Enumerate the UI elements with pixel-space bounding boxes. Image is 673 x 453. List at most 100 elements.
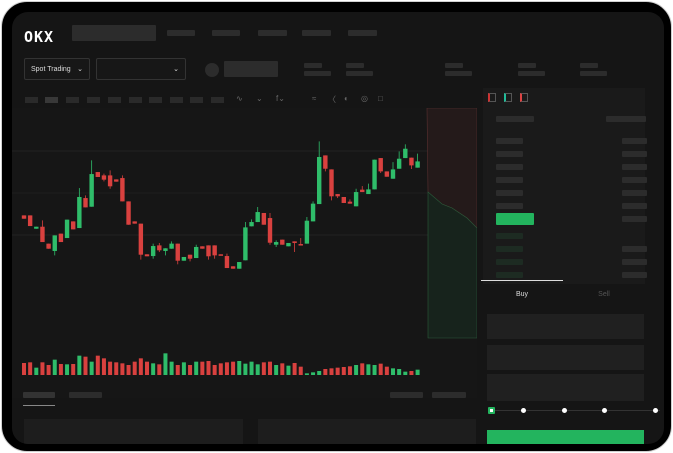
price-input[interactable]: [487, 314, 644, 339]
candle-body: [187, 254, 193, 259]
slider-step[interactable]: [562, 408, 567, 413]
volume-bar: [298, 366, 303, 375]
leverage-slider-track[interactable]: [492, 410, 660, 411]
tab-sell[interactable]: Sell: [598, 290, 610, 298]
stat-value: [580, 71, 607, 76]
volume-bar: [231, 361, 236, 375]
interval-button[interactable]: [129, 97, 142, 103]
volume-bar: [52, 359, 57, 375]
indicator-icon[interactable]: ⌄: [256, 94, 263, 103]
slider-step[interactable]: [602, 408, 607, 413]
interval-button[interactable]: [190, 97, 203, 103]
ruler-icon[interactable]: 〈: [328, 95, 336, 104]
candle-body: [107, 175, 113, 187]
candle-body: [212, 245, 217, 256]
volume-bar: [403, 371, 408, 375]
stat-value: [518, 71, 545, 76]
total-input[interactable]: [487, 374, 644, 401]
volume-bar: [354, 365, 359, 375]
candle-body: [175, 243, 180, 261]
trend-line-icon[interactable]: ≈: [312, 94, 317, 103]
orderbook-buy-icon[interactable]: [504, 93, 512, 102]
candle-body: [27, 215, 33, 227]
ask-amount: [622, 164, 647, 170]
leverage-slider-handle[interactable]: [488, 407, 495, 414]
candle-body: [101, 175, 107, 180]
formula-icon[interactable]: f⌄: [276, 94, 285, 103]
interval-button[interactable]: [66, 97, 79, 103]
candle-body: [132, 221, 137, 224]
nav-item[interactable]: [348, 30, 377, 36]
app-screen: OKX Spot Trading ⌄ ⌄ ∿ ⌄ f⌄ ≈ 〈 ◐ ◎ □: [12, 12, 664, 444]
volume-bar: [114, 362, 119, 375]
orderbook-sell-icon[interactable]: [520, 93, 528, 102]
filter-button[interactable]: [432, 392, 466, 398]
okx-logo[interactable]: OKX: [24, 28, 55, 46]
volume-bar: [212, 365, 217, 375]
amount-input[interactable]: [487, 345, 644, 370]
volume-bar: [188, 365, 193, 375]
pair-dropdown[interactable]: ⌄: [96, 58, 186, 80]
slider-step[interactable]: [653, 408, 658, 413]
volume-bar: [366, 364, 371, 375]
bid-amount: [622, 246, 647, 252]
stat-value: [445, 71, 472, 76]
candle-body: [46, 243, 51, 249]
volume-bar: [71, 364, 76, 375]
nav-item[interactable]: [212, 30, 240, 36]
orderbook-both-icon[interactable]: [488, 93, 496, 102]
orders-card: [24, 419, 243, 444]
chart-area[interactable]: [12, 107, 478, 398]
interval-button[interactable]: [211, 97, 224, 103]
orders-card: [258, 419, 476, 444]
interval-button[interactable]: [87, 97, 100, 103]
chevron-down-icon: ⌄: [77, 66, 83, 73]
volume-bar: [292, 363, 297, 375]
nav-item[interactable]: [167, 30, 195, 36]
candle-body: [353, 192, 359, 207]
volume-bar: [200, 361, 205, 375]
nav-item[interactable]: [258, 30, 287, 36]
market-type-dropdown[interactable]: Spot Trading ⌄: [24, 58, 90, 80]
slider-step[interactable]: [521, 408, 526, 413]
candle-body: [89, 174, 94, 207]
interval-button[interactable]: [45, 97, 58, 103]
candle-body: [83, 198, 88, 208]
volume-bar: [335, 367, 340, 375]
settings-icon[interactable]: ◎: [361, 94, 368, 103]
tab-open-orders[interactable]: [23, 392, 55, 398]
candle-body: [329, 169, 334, 197]
tab-history[interactable]: [69, 392, 102, 398]
nav-item[interactable]: [302, 30, 331, 36]
candle-body: [120, 178, 125, 202]
camera-icon[interactable]: ◐: [344, 94, 349, 103]
candle-body: [144, 254, 150, 257]
filter-button[interactable]: [390, 392, 423, 398]
interval-button[interactable]: [149, 97, 162, 103]
fullscreen-icon[interactable]: □: [378, 94, 383, 103]
volume-bar: [120, 363, 125, 375]
candle-body: [304, 220, 310, 244]
interval-button[interactable]: [25, 97, 38, 103]
bid-price: [496, 233, 523, 239]
volume-bar: [108, 361, 113, 375]
line-type-icon[interactable]: ∿: [236, 94, 243, 103]
candle-body: [378, 158, 383, 172]
candlestick-chart[interactable]: [12, 107, 478, 398]
ask-price: [496, 151, 523, 157]
candle-body: [323, 155, 328, 169]
candle-body: [230, 266, 236, 269]
candle-body: [249, 222, 254, 227]
volume-bar: [317, 371, 322, 375]
pair-price: [224, 61, 278, 77]
search-bar[interactable]: [72, 25, 156, 41]
volume-bar: [58, 364, 63, 375]
candle-body: [341, 196, 346, 203]
buy-button[interactable]: [487, 430, 644, 444]
interval-button[interactable]: [108, 97, 121, 103]
tab-buy[interactable]: Buy: [515, 290, 529, 298]
candle-body: [34, 226, 39, 229]
interval-button[interactable]: [170, 97, 183, 103]
candle-body: [292, 241, 297, 243]
active-tab-indicator: [23, 405, 55, 406]
